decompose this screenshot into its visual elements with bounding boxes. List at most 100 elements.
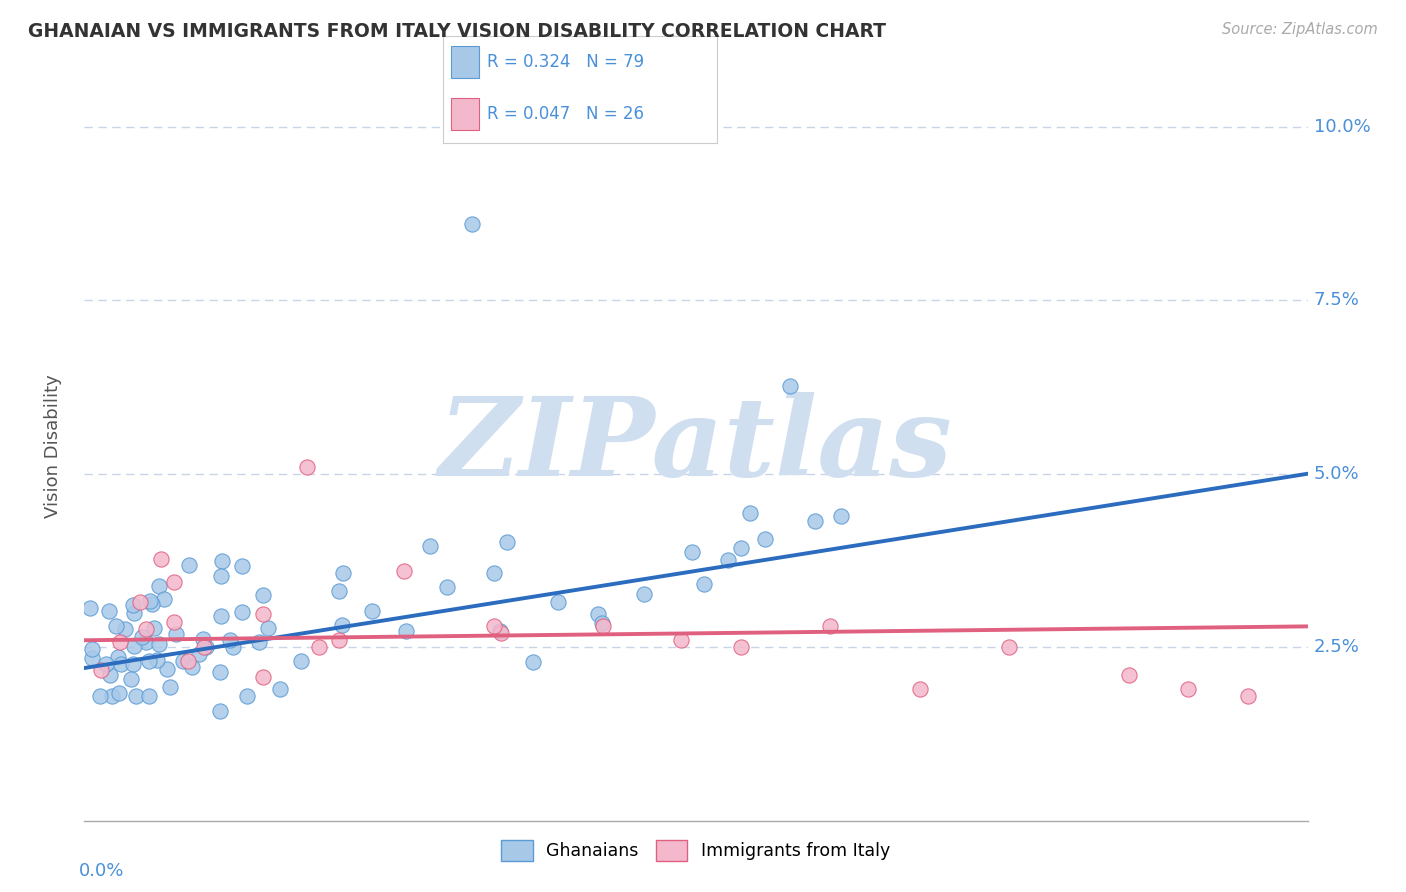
Point [730,541,752,556]
Point [148,579,170,593]
Point [135,622,157,636]
Point [419,540,441,554]
Point [461,217,484,231]
Point [489,624,512,638]
Point [107,650,129,665]
Point [804,514,827,528]
Point [738,506,761,520]
Point [436,580,458,594]
Point [332,566,354,580]
Text: ZIPatlas: ZIPatlas [439,392,953,500]
Point [129,594,152,608]
Text: 0.0%: 0.0% [79,862,124,880]
Point [392,564,415,578]
Point [908,681,931,696]
Point [395,624,418,639]
Point [328,584,350,599]
Point [591,615,613,630]
Point [208,665,231,679]
Point [114,622,136,636]
Point [138,654,160,668]
Point [94,657,117,671]
Point [122,598,145,612]
Point [209,609,232,624]
Point [522,655,544,669]
Legend: Ghanaians, Immigrants from Italy: Ghanaians, Immigrants from Italy [495,833,897,868]
Point [125,689,148,703]
Point [209,569,232,583]
Point [308,640,330,655]
Point [830,508,852,523]
Text: 10.0%: 10.0% [1313,118,1371,136]
Point [360,604,382,618]
Point [139,594,162,608]
Point [108,686,131,700]
Point [191,632,214,647]
Point [328,633,350,648]
Point [98,604,121,618]
Point [172,654,194,668]
Point [295,459,318,474]
Bar [451,98,478,130]
Point [730,640,752,655]
Point [148,637,170,651]
Point [779,379,801,393]
Point [181,660,204,674]
Point [247,635,270,649]
Point [159,680,181,694]
Point [177,558,200,572]
Point [135,634,157,648]
Point [1118,668,1140,682]
Point [669,633,692,648]
Point [252,607,274,621]
Point [209,704,232,718]
Point [211,554,233,568]
Text: 5.0%: 5.0% [1313,465,1360,483]
Text: Source: ZipAtlas.com: Source: ZipAtlas.com [1222,22,1378,37]
Point [146,653,169,667]
Point [153,592,176,607]
Text: 7.5%: 7.5% [1313,292,1360,310]
Point [252,670,274,684]
Point [122,606,145,620]
Point [188,648,211,662]
Point [290,654,312,668]
Point [120,672,142,686]
Point [79,600,101,615]
Text: GHANAIAN VS IMMIGRANTS FROM ITALY VISION DISABILITY CORRELATION CHART: GHANAIAN VS IMMIGRANTS FROM ITALY VISION… [28,22,886,41]
Point [586,607,609,622]
Text: R = 0.324   N = 79: R = 0.324 N = 79 [486,54,644,71]
Point [138,689,160,703]
Point [82,651,104,665]
Point [193,640,215,655]
Point [482,619,505,633]
Point [110,657,132,671]
Point [141,597,163,611]
Point [256,621,278,635]
Point [693,577,716,591]
Point [143,621,166,635]
Text: R = 0.047   N = 26: R = 0.047 N = 26 [486,105,644,123]
Point [80,642,103,657]
Text: 2.5%: 2.5% [1313,638,1360,657]
Point [101,689,124,703]
Y-axis label: Vision Disability: Vision Disability [44,374,62,518]
Point [489,626,512,640]
Point [681,545,703,559]
Point [269,681,291,696]
Point [717,552,740,566]
Point [122,657,145,672]
Point [231,559,253,574]
Point [222,640,245,654]
Point [105,619,128,633]
Point [633,587,655,601]
Point [163,574,186,589]
Point [496,534,519,549]
Point [998,640,1021,655]
Point [236,689,259,703]
Point [165,627,187,641]
Point [1237,689,1260,703]
Point [156,662,179,676]
Point [547,594,569,608]
Point [98,668,121,682]
